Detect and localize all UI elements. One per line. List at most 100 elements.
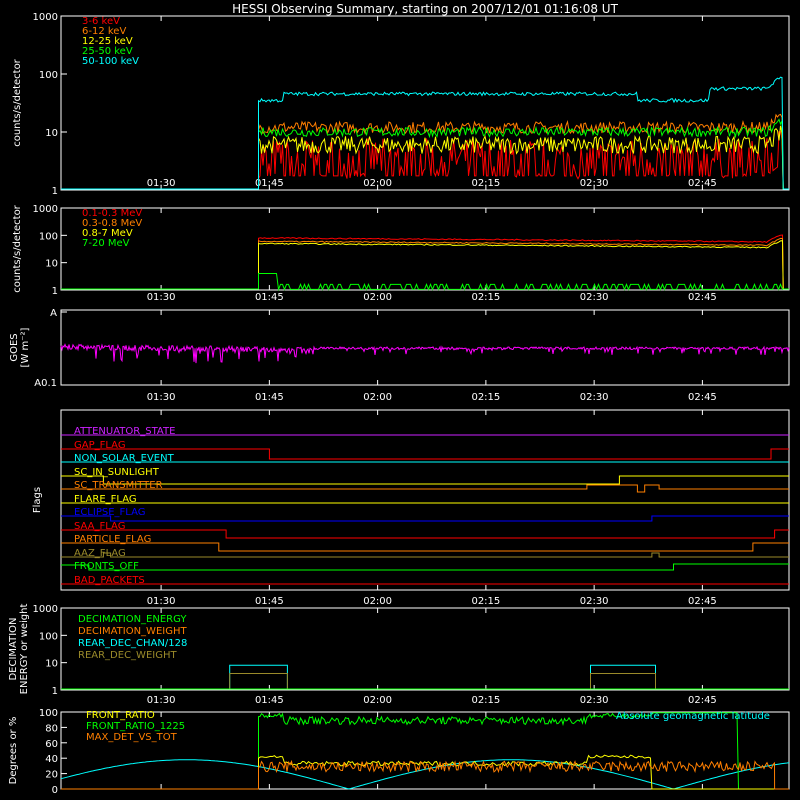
y-tick-label: 100 xyxy=(39,708,58,719)
legend-entry: MAX_DET_VS_TOT xyxy=(86,732,178,743)
y-tick-label: 20 xyxy=(45,770,58,781)
legend-entry: 0.3-0.8 MeV xyxy=(82,218,142,229)
panel-frame xyxy=(60,409,790,591)
flag-label: BAD_PACKETS xyxy=(74,575,145,586)
flag-line xyxy=(61,448,789,460)
y-tick-label: 80 xyxy=(45,723,58,734)
legend-entry: 7-20 MeV xyxy=(82,238,130,249)
y-tick-label: 1 xyxy=(52,286,58,297)
y-tick-label: 100 xyxy=(39,231,58,242)
time-tick-label: 02:00 xyxy=(363,596,392,607)
legend-entry: REAR_DEC_WEIGHT xyxy=(78,650,177,661)
y-tick-label: 1000 xyxy=(33,604,58,615)
flag-line xyxy=(61,542,789,552)
y-axis-label-2: [W m⁻²] xyxy=(20,327,31,367)
legend-entry: Absolute geomagnetic latitude xyxy=(616,711,770,722)
flag-label: FLARE_FLAG xyxy=(74,494,137,505)
legend-entry: 6-12 keV xyxy=(82,26,126,37)
flag-label: AAZ_FLAG xyxy=(74,548,126,559)
time-tick-label: 02:45 xyxy=(688,392,717,403)
series-line xyxy=(61,673,789,690)
series-line xyxy=(61,664,789,690)
legend-entry: 0.1-0.3 MeV xyxy=(82,208,142,219)
series-line xyxy=(61,234,789,290)
flag-line xyxy=(61,563,789,571)
series-line xyxy=(61,273,789,292)
time-tick-label: 02:00 xyxy=(363,178,392,189)
legend-entry: 3-6 keV xyxy=(82,16,120,27)
legend-entry: FRONT_RATIO xyxy=(86,710,155,721)
time-tick-label: 02:30 xyxy=(580,596,609,607)
flag-label: FRONTS_OFF xyxy=(74,561,139,572)
flag-label: ECLIPSE_FLAG xyxy=(74,507,145,518)
flag-label: ATTENUATOR_STATE xyxy=(74,426,175,437)
series-line xyxy=(61,712,789,790)
y-tick-label: 1000 xyxy=(33,204,58,215)
panel-frame xyxy=(60,711,790,790)
time-tick-label: 01:45 xyxy=(255,292,284,303)
time-tick-label: 01:30 xyxy=(147,695,176,706)
chart-title: HESSI Observing Summary, starting on 200… xyxy=(232,2,618,16)
y-tick-label: A0.1 xyxy=(34,378,57,389)
time-tick-label: 01:30 xyxy=(147,178,176,189)
legend-entry: 25-50 keV xyxy=(82,46,133,57)
series-line xyxy=(60,759,790,790)
panel-frame xyxy=(60,207,790,291)
time-tick-label: 02:45 xyxy=(688,178,717,189)
y-tick-label: 1000 xyxy=(33,12,58,23)
y-axis-label: counts/s/detector xyxy=(12,204,23,292)
time-tick-label: 02:00 xyxy=(363,392,392,403)
y-tick-label: 10 xyxy=(45,259,58,270)
y-tick-label: 10 xyxy=(45,128,58,139)
time-tick-label: 02:30 xyxy=(580,178,609,189)
panel-frame xyxy=(60,15,790,191)
time-tick-label: 02:30 xyxy=(580,292,609,303)
time-tick-label: 02:15 xyxy=(471,292,500,303)
series-line xyxy=(61,118,789,190)
time-tick-label: 02:00 xyxy=(363,695,392,706)
time-tick-label: 02:15 xyxy=(471,178,500,189)
time-tick-label: 02:45 xyxy=(688,695,717,706)
time-tick-label: 01:30 xyxy=(147,596,176,607)
flag-line xyxy=(61,529,789,539)
time-tick-label: 01:45 xyxy=(255,596,284,607)
y-tick-label: A xyxy=(50,308,57,319)
legend-entry: DECIMATION_ENERGY xyxy=(78,614,187,625)
y-axis-label-2: ENERGY or weight xyxy=(19,604,30,695)
time-tick-label: 02:30 xyxy=(580,392,609,403)
time-tick-label: 02:15 xyxy=(471,695,500,706)
series-line xyxy=(60,343,790,364)
legend-entry: 50-100 keV xyxy=(82,56,139,67)
y-axis-label: Flags xyxy=(32,487,43,513)
y-tick-label: 40 xyxy=(45,754,58,765)
legend-entry: 0.8-7 MeV xyxy=(82,228,133,239)
y-tick-label: 10 xyxy=(45,659,58,670)
time-tick-label: 01:45 xyxy=(255,695,284,706)
time-tick-label: 01:30 xyxy=(147,292,176,303)
legend-entry: 12-25 keV xyxy=(82,36,133,47)
series-line xyxy=(61,237,789,290)
flag-label: NON_SOLAR_EVENT xyxy=(74,453,175,464)
flag-line xyxy=(61,484,789,493)
flag-label: SAA_FLAG xyxy=(74,521,125,532)
time-tick-label: 02:00 xyxy=(363,292,392,303)
y-tick-label: 1 xyxy=(52,686,58,697)
series-line xyxy=(61,125,789,190)
flag-line xyxy=(61,515,789,522)
y-tick-label: 60 xyxy=(45,739,58,750)
y-tick-label: 1 xyxy=(52,186,58,197)
series-line xyxy=(61,759,789,790)
flag-label: SC_IN_SUNLIGHT xyxy=(74,467,160,478)
y-axis-label: Degrees or % xyxy=(8,717,19,785)
time-tick-label: 01:45 xyxy=(255,392,284,403)
y-tick-label: 0 xyxy=(52,785,58,796)
flag-label: PARTICLE_FLAG xyxy=(74,534,151,545)
legend-entry: DECIMATION_WEIGHT xyxy=(78,626,187,637)
y-tick-label: 100 xyxy=(39,70,58,81)
time-tick-label: 02:15 xyxy=(471,392,500,403)
y-axis-label: GOES xyxy=(9,333,20,361)
series-line xyxy=(61,240,789,290)
flag-label: GAP_FLAG xyxy=(74,440,126,451)
time-tick-label: 01:45 xyxy=(255,178,284,189)
